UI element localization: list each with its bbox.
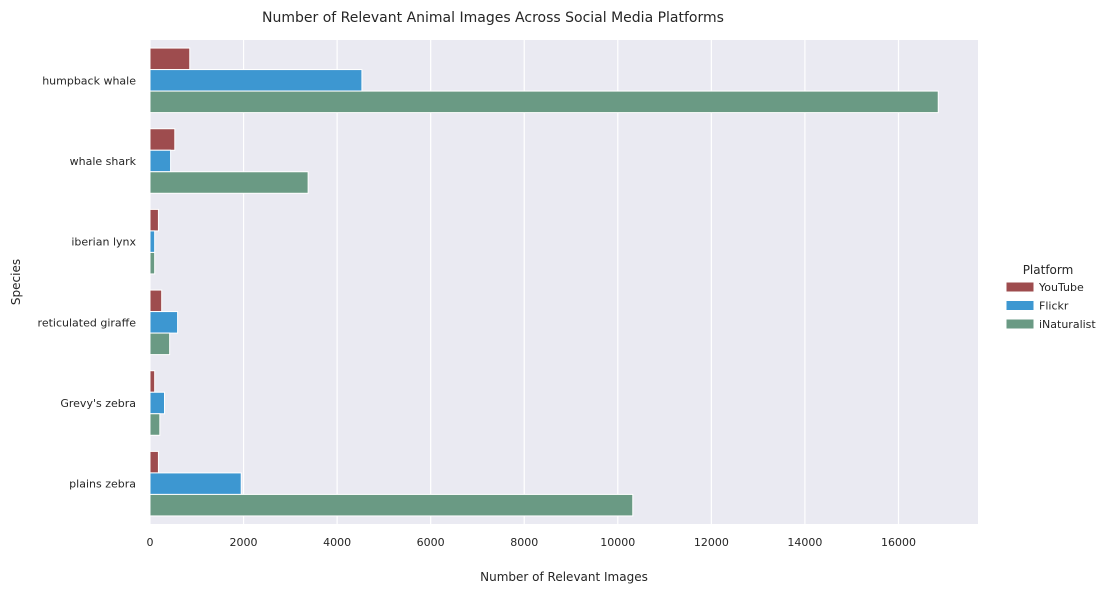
bar-flickr-0 [149,69,363,92]
y-tick-label: reticulated giraffe [38,316,137,329]
legend-swatch-inaturalist [1005,318,1035,330]
y-tick-label: iberian lynx [71,236,136,249]
x-tick-label: 2000 [230,536,258,549]
bar-inaturalist-0 [149,90,939,114]
bar-youtube-4 [149,370,156,393]
legend: Platform YouTube Flickr iNaturalist [1005,263,1096,331]
bars-group [149,47,939,517]
x-tick-label: 10000 [600,536,635,549]
x-axis-label: Number of Relevant Images [480,570,648,584]
legend-label-inaturalist: iNaturalist [1039,318,1096,331]
bar-youtube-3 [149,289,163,313]
y-tick-label: humpback whale [42,74,136,87]
bar-youtube-1 [149,128,176,151]
x-tick-label: 4000 [323,536,351,549]
bar-inaturalist-3 [149,332,171,356]
y-tick-label: plains zebra [69,478,136,491]
legend-items: YouTube Flickr iNaturalist [1005,281,1096,331]
bar-inaturalist-5 [149,493,634,517]
x-tick-labels: 0 2000 4000 6000 8000 10000 12000 14000 16000 [147,536,916,549]
y-tick-labels: humpback whale whale shark iberian lynx ret… [38,74,137,490]
bar-flickr-5 [149,472,242,495]
legend-swatch-youtube [1005,281,1035,293]
bar-flickr-1 [149,149,172,173]
x-tick-label: 0 [147,536,154,549]
bar-inaturalist-2 [149,251,156,275]
plot-background [150,40,978,524]
bar-flickr-3 [149,311,179,334]
bar-flickr-4 [149,391,166,415]
x-tick-label: 12000 [694,536,729,549]
x-tick-label: 16000 [881,536,916,549]
y-tick-label: whale shark [70,155,137,168]
bar-youtube-2 [149,208,159,232]
x-tick-label: 14000 [787,536,822,549]
bar-inaturalist-4 [149,413,161,436]
legend-swatch-flickr [1005,300,1035,311]
bar-youtube-5 [149,450,159,474]
gridlines [149,40,900,524]
legend-label-flickr: Flickr [1039,300,1069,313]
x-tick-label: 6000 [417,536,445,549]
bar-inaturalist-1 [149,171,309,194]
bar-flickr-2 [149,230,156,253]
x-tick-label: 8000 [510,536,538,549]
bar-youtube-0 [149,47,191,71]
y-axis-label: Species [9,259,23,305]
chart-title: Number of Relevant Animal Images Across … [262,10,724,26]
legend-title: Platform [1023,263,1074,277]
y-tick-label: Grevy's zebra [60,397,136,410]
legend-label-youtube: YouTube [1038,281,1084,294]
